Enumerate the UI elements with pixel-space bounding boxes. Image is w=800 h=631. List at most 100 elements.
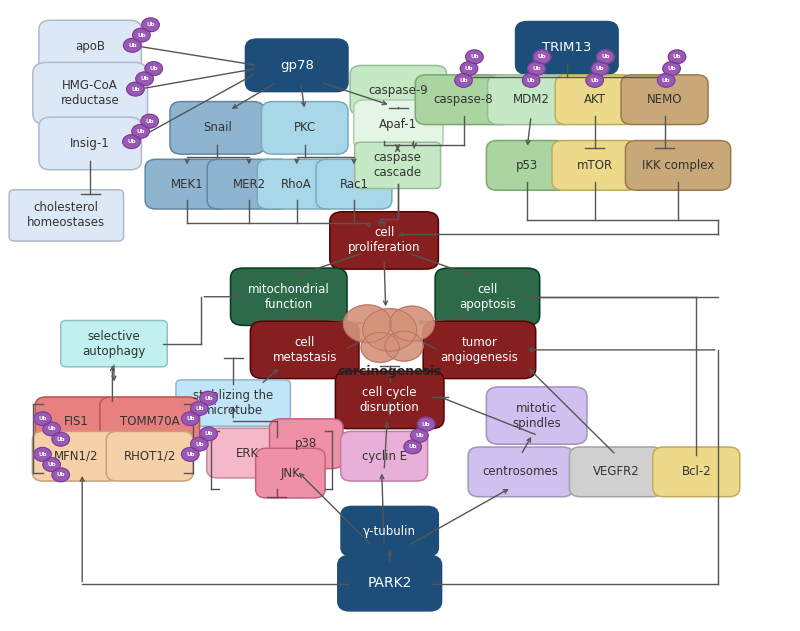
Text: centrosomes: centrosomes bbox=[483, 465, 558, 478]
FancyBboxPatch shape bbox=[33, 62, 147, 124]
Circle shape bbox=[200, 391, 218, 405]
FancyBboxPatch shape bbox=[35, 397, 117, 447]
Text: Ub: Ub bbox=[204, 432, 213, 437]
Circle shape bbox=[182, 447, 199, 461]
Text: tumor
angiogenesis: tumor angiogenesis bbox=[441, 336, 518, 364]
Text: PKC: PKC bbox=[294, 121, 316, 134]
Circle shape bbox=[528, 62, 546, 76]
FancyBboxPatch shape bbox=[39, 20, 142, 73]
Text: AKT: AKT bbox=[584, 93, 606, 106]
Text: Ub: Ub bbox=[186, 452, 194, 457]
Circle shape bbox=[145, 62, 162, 76]
FancyBboxPatch shape bbox=[335, 371, 444, 428]
Text: Ub: Ub bbox=[596, 66, 604, 71]
Text: MDM2: MDM2 bbox=[513, 93, 550, 106]
Circle shape bbox=[133, 28, 150, 42]
FancyBboxPatch shape bbox=[250, 321, 359, 379]
Text: Ub: Ub bbox=[662, 78, 670, 83]
Text: Ub: Ub bbox=[140, 76, 149, 81]
FancyBboxPatch shape bbox=[570, 447, 662, 497]
Text: Ub: Ub bbox=[127, 139, 136, 144]
FancyBboxPatch shape bbox=[338, 555, 442, 611]
FancyBboxPatch shape bbox=[32, 432, 119, 481]
Circle shape bbox=[52, 432, 70, 446]
FancyBboxPatch shape bbox=[486, 387, 587, 444]
Text: Ub: Ub bbox=[590, 78, 599, 83]
FancyBboxPatch shape bbox=[258, 159, 336, 209]
FancyBboxPatch shape bbox=[230, 268, 347, 326]
Text: Ub: Ub bbox=[38, 452, 46, 457]
FancyBboxPatch shape bbox=[488, 75, 574, 124]
Text: Ub: Ub bbox=[415, 433, 424, 438]
Text: Ub: Ub bbox=[57, 473, 65, 477]
Circle shape bbox=[418, 417, 435, 431]
Text: FIS1: FIS1 bbox=[63, 415, 88, 428]
FancyBboxPatch shape bbox=[330, 212, 438, 269]
Text: PARK2: PARK2 bbox=[367, 576, 412, 590]
FancyBboxPatch shape bbox=[341, 432, 427, 481]
Text: cell
metastasis: cell metastasis bbox=[273, 336, 337, 364]
Text: Ub: Ub bbox=[470, 54, 478, 59]
FancyBboxPatch shape bbox=[552, 141, 638, 190]
FancyBboxPatch shape bbox=[626, 141, 730, 190]
Text: RhoA: RhoA bbox=[282, 178, 312, 191]
FancyBboxPatch shape bbox=[354, 100, 443, 150]
FancyBboxPatch shape bbox=[206, 428, 288, 478]
Text: Ub: Ub bbox=[136, 129, 145, 134]
Text: IKK complex: IKK complex bbox=[642, 159, 714, 172]
Text: HMG-CoA
reductase: HMG-CoA reductase bbox=[61, 80, 119, 107]
FancyBboxPatch shape bbox=[316, 159, 392, 209]
Text: Apaf-1: Apaf-1 bbox=[379, 118, 418, 131]
Text: Ub: Ub bbox=[146, 22, 154, 27]
Text: caspase-8: caspase-8 bbox=[434, 93, 494, 106]
FancyBboxPatch shape bbox=[61, 321, 167, 367]
Text: MER2: MER2 bbox=[233, 178, 266, 191]
Text: caspase-9: caspase-9 bbox=[369, 84, 428, 97]
Text: Ub: Ub bbox=[538, 54, 546, 59]
Circle shape bbox=[190, 437, 208, 451]
Text: Ub: Ub bbox=[409, 444, 417, 449]
Circle shape bbox=[658, 73, 675, 87]
Text: p53: p53 bbox=[516, 159, 538, 172]
Text: JNK: JNK bbox=[281, 466, 300, 480]
Circle shape bbox=[34, 447, 51, 461]
Text: NEMO: NEMO bbox=[647, 93, 682, 106]
Text: RHOT1/2: RHOT1/2 bbox=[123, 450, 176, 463]
Circle shape bbox=[182, 412, 199, 425]
FancyBboxPatch shape bbox=[468, 447, 574, 497]
Text: Ub: Ub bbox=[422, 422, 430, 427]
FancyBboxPatch shape bbox=[350, 66, 446, 115]
FancyBboxPatch shape bbox=[270, 419, 343, 469]
Text: Ub: Ub bbox=[47, 427, 56, 432]
Text: MFN1/2: MFN1/2 bbox=[54, 450, 98, 463]
FancyBboxPatch shape bbox=[145, 159, 229, 209]
Text: Ub: Ub bbox=[195, 406, 204, 411]
Circle shape bbox=[52, 468, 70, 481]
Text: Bcl-2: Bcl-2 bbox=[682, 465, 711, 478]
Text: Ub: Ub bbox=[137, 33, 146, 38]
FancyBboxPatch shape bbox=[207, 159, 291, 209]
Text: Ub: Ub bbox=[47, 462, 56, 467]
Circle shape bbox=[200, 427, 218, 440]
Text: MEK1: MEK1 bbox=[170, 178, 203, 191]
FancyBboxPatch shape bbox=[435, 268, 540, 326]
Circle shape bbox=[43, 457, 60, 471]
FancyBboxPatch shape bbox=[246, 39, 348, 91]
Text: Ub: Ub bbox=[527, 78, 535, 83]
FancyBboxPatch shape bbox=[621, 75, 708, 124]
Text: stablizing the
microtube: stablizing the microtube bbox=[193, 389, 274, 417]
Circle shape bbox=[663, 62, 680, 76]
FancyBboxPatch shape bbox=[170, 102, 265, 154]
Text: cell cycle
disruption: cell cycle disruption bbox=[360, 386, 419, 414]
Circle shape bbox=[136, 72, 154, 86]
FancyBboxPatch shape bbox=[354, 142, 441, 189]
Circle shape bbox=[522, 73, 540, 87]
FancyBboxPatch shape bbox=[423, 321, 536, 379]
FancyBboxPatch shape bbox=[555, 75, 634, 124]
Circle shape bbox=[141, 114, 158, 128]
Circle shape bbox=[534, 50, 550, 64]
FancyBboxPatch shape bbox=[256, 448, 325, 498]
Circle shape bbox=[597, 50, 614, 64]
Circle shape bbox=[410, 428, 428, 442]
Circle shape bbox=[123, 38, 141, 52]
